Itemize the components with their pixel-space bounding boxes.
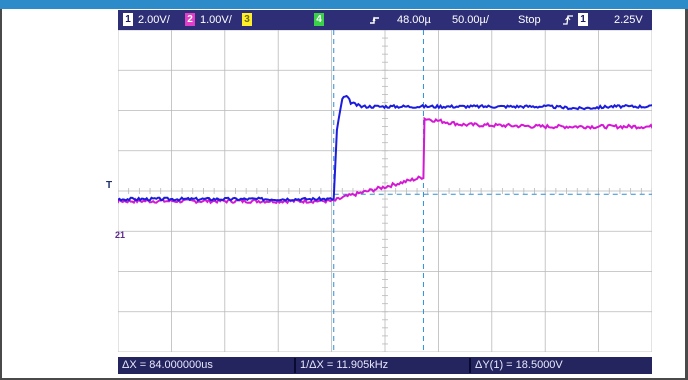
rising-edge-icon (562, 10, 574, 30)
channel-1-scale[interactable]: 2.00V/ (138, 14, 170, 26)
trigger-level[interactable]: 2.25V (614, 14, 643, 26)
run-state[interactable]: Stop (518, 14, 541, 26)
measurement-bar: ΔX = 84.000000us 1/ΔX = 11.905kHz ΔY(1) … (118, 357, 652, 374)
channel-4-button[interactable]: 4 (314, 12, 324, 26)
window-left-border (0, 9, 2, 380)
time-delay[interactable]: 48.00µ (397, 14, 431, 26)
waveform-svg (66, 29, 655, 353)
channel-1-button[interactable]: 1 (123, 12, 133, 26)
channel-1-trace (66, 94, 655, 203)
measurement-divider (294, 358, 296, 373)
trigger-level-icon[interactable]: T (106, 180, 113, 191)
window-bottom-border (0, 378, 688, 380)
window-top-accent (0, 0, 688, 9)
inverse-delta-x-readout[interactable]: 1/ΔX = 11.905kHz (300, 359, 389, 371)
graticule (117, 29, 653, 353)
waveform-display[interactable] (66, 29, 655, 353)
channel-ground-marker[interactable]: 21 (115, 230, 126, 240)
scope-status-bar: 1 2.00V/ 2 1.00V/ 3 4 48.00µ 50.00µ/ Sto… (118, 10, 652, 30)
measurement-cursors (333, 30, 652, 352)
trigger-position-icon (368, 10, 382, 30)
time-scale[interactable]: 50.00µ/ (452, 14, 489, 26)
channel-2-trace (66, 116, 655, 205)
channel-3-button[interactable]: 3 (242, 12, 252, 26)
measurement-divider (469, 358, 471, 373)
trigger-source-button[interactable]: 1 (578, 12, 588, 26)
channel-2-scale[interactable]: 1.00V/ (200, 14, 232, 26)
delta-x-readout[interactable]: ΔX = 84.000000us (122, 359, 213, 371)
delta-y-readout[interactable]: ΔY(1) = 18.5000V (475, 359, 563, 371)
window-right-border (685, 9, 688, 380)
channel-2-button[interactable]: 2 (185, 12, 195, 26)
